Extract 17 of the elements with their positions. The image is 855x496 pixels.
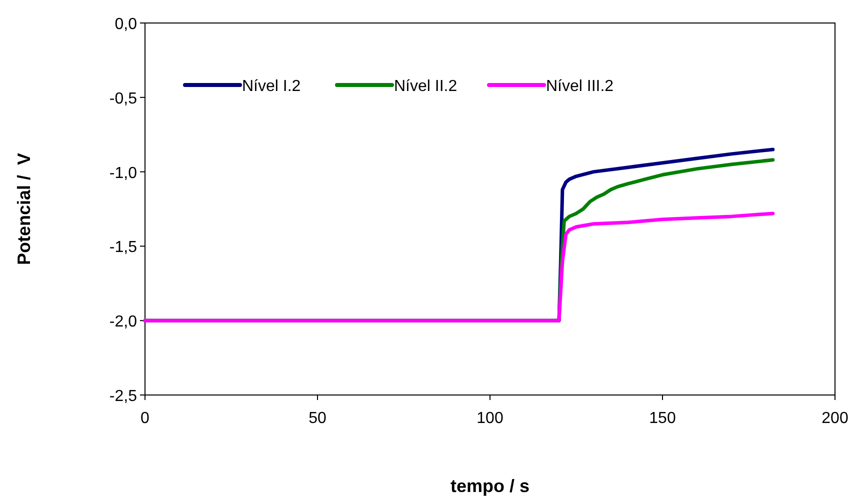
x-tick-label: 150 <box>649 410 676 427</box>
x-tick-label: 200 <box>822 410 848 427</box>
x-axis-title: tempo / s <box>450 476 530 496</box>
y-axis-title: Potencial / V <box>14 152 34 266</box>
x-tick-label: 100 <box>476 410 504 427</box>
y-tick-label: -0,5 <box>109 90 138 108</box>
x-tick-label: 0 <box>140 410 150 427</box>
line-series <box>143 212 775 322</box>
legend-label: Nível III.2 <box>546 78 614 95</box>
legend-label: Nível I.2 <box>242 78 301 95</box>
y-tick-label: -1,0 <box>109 164 138 182</box>
legend-label: Nível II.2 <box>394 78 458 95</box>
y-tick-label: -2,0 <box>109 314 138 331</box>
y-tick-label: 0,0 <box>114 16 138 33</box>
y-tick-label: -1,5 <box>109 239 138 256</box>
y-tick-label: -2,5 <box>109 388 138 405</box>
x-tick-label: 50 <box>308 410 326 427</box>
